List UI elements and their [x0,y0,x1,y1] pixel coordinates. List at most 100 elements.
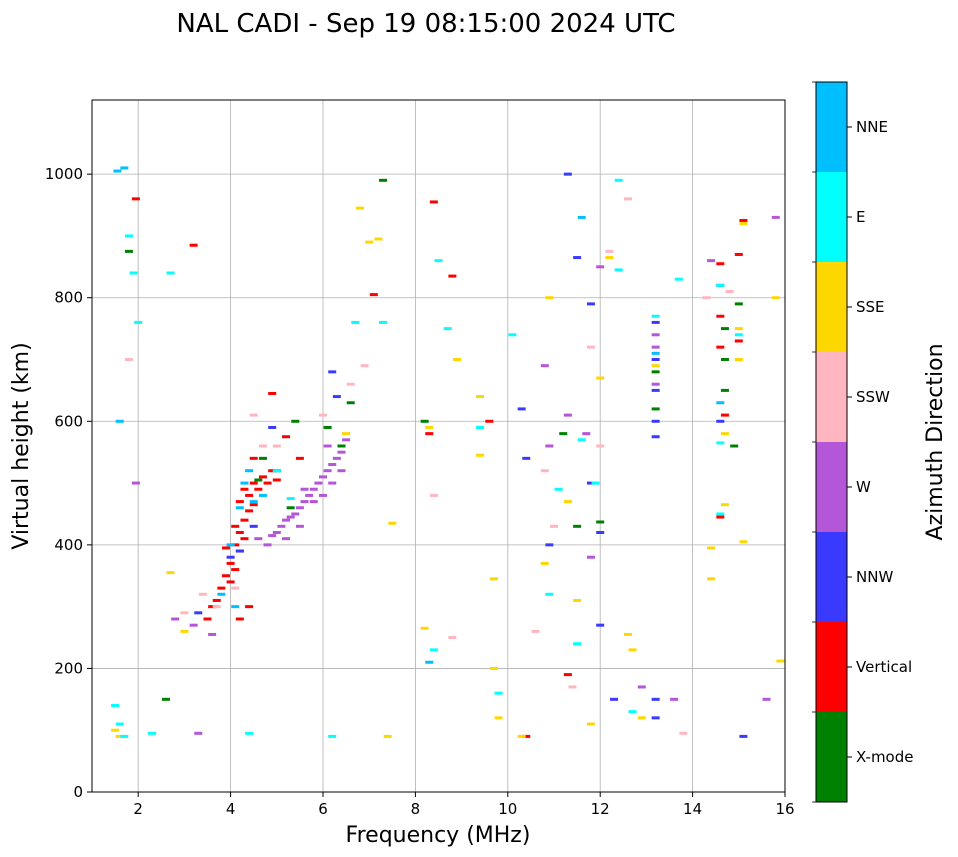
data-point-w-36 [586,555,595,559]
data-point-vertical-27 [231,524,240,528]
data-point-vertical-28 [221,546,230,550]
plot-points [111,166,785,738]
data-point-ssw-5 [249,413,258,417]
data-point-e-16 [429,648,438,652]
data-point-w-22 [309,500,318,504]
data-point-e-5 [134,320,143,324]
data-point-e-3 [129,271,138,275]
data-point-w-12 [305,493,314,497]
data-point-ssw-19 [623,197,632,201]
data-point-ssw-0 [124,358,133,361]
data-point-ssw-2 [198,592,207,596]
data-point-vertical-41 [716,345,725,349]
data-point-nne-3 [217,592,226,596]
data-point-w-19 [337,450,346,454]
data-point-sse-1 [115,734,124,738]
data-point-sse-12 [452,358,461,361]
x-tick-label-0: 2 [133,800,143,818]
data-point-e-4 [124,234,133,238]
data-point-nne-8 [249,500,258,504]
data-point-w-26 [337,469,346,473]
data-point-vertical-9 [231,568,240,572]
data-point-nne-12 [577,215,586,219]
data-point-ssw-4 [231,586,240,590]
data-point-e-24 [591,481,600,485]
data-point-w-28 [342,438,351,442]
data-point-nnw-9 [545,543,554,547]
data-point-ssw-12 [448,636,457,640]
x-tick-label-7: 16 [775,800,794,818]
data-point-vertical-8 [226,561,235,565]
colorbar-segment-sse [816,262,847,352]
data-point-nnw-15 [596,531,605,534]
data-point-x-mode-19 [720,327,729,331]
data-point-w-0 [189,623,198,627]
data-point-e-23 [577,438,586,442]
data-point-ssw-3 [212,605,221,609]
data-point-sse-26 [623,632,632,636]
data-point-e-12 [351,320,360,324]
data-point-e-0 [111,704,120,707]
y-axis-label: Virtual height (km) [9,342,34,549]
data-point-w-25 [300,487,309,491]
data-point-e-14 [434,259,443,263]
data-point-e-10 [286,497,295,501]
data-point-w-2 [254,537,263,541]
data-point-w-15 [319,475,327,479]
data-point-e-15 [443,327,452,331]
data-point-w-3 [263,543,272,547]
data-point-vertical-48 [720,413,729,417]
data-point-ssw-10 [360,364,369,368]
data-point-ssw-14 [550,524,558,528]
data-point-nne-5 [235,506,244,510]
data-point-e-17 [476,425,485,429]
data-point-vertical-10 [231,543,240,547]
data-point-x-mode-14 [596,520,605,524]
data-point-e-20 [545,592,554,596]
data-point-w-23 [319,493,327,497]
data-point-nnw-19 [651,388,660,392]
data-point-vertical-34 [429,200,438,204]
data-point-ssw-11 [429,493,438,497]
data-point-w-21 [295,524,304,528]
colorbar-segment-ssw [816,352,847,442]
data-point-nnw-3 [249,524,258,528]
data-point-nne-11 [425,660,434,664]
data-point-sse-2 [166,571,175,575]
data-point-vertical-33 [295,456,304,460]
colorbar-frame [815,81,848,803]
colorbar-label-w: W [856,478,871,496]
data-point-sse-9 [383,734,392,738]
colorbar-segment-e [816,172,847,262]
x-tick-label-3: 8 [411,800,421,818]
colorbar-label-sse: SSE [856,298,885,316]
data-point-w-35 [582,432,591,436]
data-point-e-28 [674,277,683,281]
data-point-e-13 [379,320,388,324]
data-point-ssw-7 [272,444,281,448]
data-point-sse-17 [494,716,503,720]
data-point-vertical-29 [235,617,244,621]
data-point-w-17 [328,463,337,467]
data-point-nne-13 [651,351,660,355]
data-point-vertical-37 [425,432,434,436]
data-point-sse-29 [707,546,716,550]
y-tick-label-0: 0 [73,783,83,801]
data-point-vertical-32 [282,435,291,439]
data-point-vertical-36 [369,293,378,297]
data-point-e-8 [245,731,254,735]
data-point-sse-14 [476,453,485,457]
data-point-w-5 [272,531,281,534]
data-point-w-34 [563,413,572,417]
data-point-w-13 [309,487,318,491]
data-point-vertical-46 [739,218,748,222]
data-point-nnw-1 [226,555,235,559]
data-point-w-4 [268,534,277,538]
data-point-vertical-42 [716,314,725,318]
data-point-nnw-4 [268,425,277,429]
data-point-vertical-2 [203,617,212,621]
data-point-e-9 [272,469,281,473]
x-axis-ticks: 2 4 6 8 10 12 14 16 [133,792,795,818]
colorbar-segment-nne [816,82,847,172]
